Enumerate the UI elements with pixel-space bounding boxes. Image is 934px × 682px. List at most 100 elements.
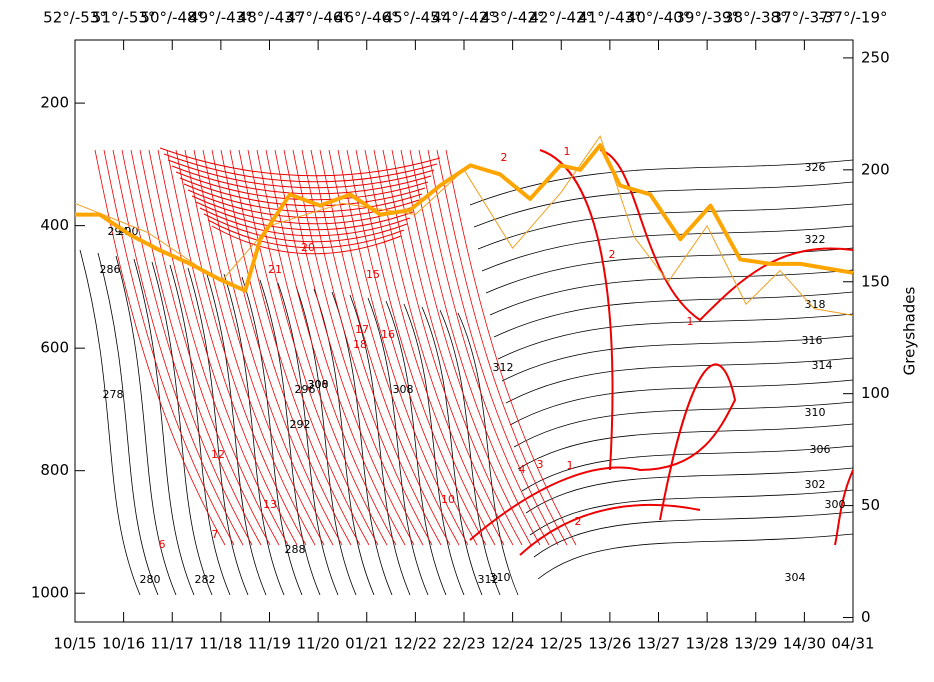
contour-label: 280 [140, 573, 161, 586]
isotach [207, 219, 405, 249]
x-tick-label: 13/28 [686, 635, 729, 653]
contour-label: 6 [159, 538, 166, 551]
isotach [157, 149, 289, 546]
isentrope [241, 276, 303, 596]
isotach [94, 149, 226, 546]
isentrope [525, 467, 854, 514]
isentrope [509, 379, 854, 426]
isotach [292, 149, 424, 546]
top-label: 51°/-53° [92, 9, 156, 27]
x-tick-label: 22/23 [442, 635, 485, 653]
top-label: 42°/-42° [529, 9, 593, 27]
isentrope [533, 511, 854, 558]
x-tick-label: 13/27 [637, 635, 680, 653]
contour-label: 304 [785, 571, 806, 584]
isotach [469, 363, 737, 541]
x-tick-label: 04/31 [831, 635, 874, 653]
contour-label: 292 [290, 418, 311, 431]
contour-label: 17 [355, 323, 369, 336]
isentrope [521, 445, 854, 492]
isentrope [505, 357, 854, 404]
isotach [159, 147, 441, 177]
isentrope [517, 423, 854, 470]
x-tick-label: 11/19 [248, 635, 291, 653]
contour-label: 316 [802, 334, 823, 347]
isentrope [259, 279, 321, 596]
isentrope [133, 258, 195, 596]
contour-label: 310 [490, 571, 511, 584]
top-label: 38°/-38° [724, 9, 788, 27]
isotach [199, 207, 411, 237]
isentrope [79, 249, 141, 596]
isentrope [497, 313, 854, 360]
contour-label: 20 [301, 241, 315, 254]
isotach [193, 149, 325, 546]
top-label: 44°/-42° [432, 9, 496, 27]
isentrope [493, 291, 854, 338]
contour-label: 4 [519, 463, 526, 476]
isentrope [151, 261, 213, 596]
isentrope [501, 335, 854, 382]
isotach [247, 149, 379, 546]
isentrope [529, 489, 854, 536]
contour-label: 308 [393, 383, 414, 396]
top-label: 48°/-43° [238, 9, 302, 27]
isotach [599, 149, 854, 322]
contour-label: 326 [805, 161, 826, 174]
thin-line [74, 135, 854, 316]
contour-label: 18 [353, 338, 367, 351]
contour-label: 2 [501, 151, 508, 164]
isentrope [205, 270, 267, 596]
y2-tick-label: 100 [861, 384, 890, 402]
contour-label: 7 [212, 528, 219, 541]
contour-label: 312 [478, 573, 499, 586]
isotach [283, 149, 415, 546]
isentrope [421, 306, 483, 596]
x-tick-label: 01/21 [345, 635, 388, 653]
contour-label: 308 [308, 378, 329, 391]
isotach [121, 149, 253, 546]
contour-label: 1 [687, 315, 694, 328]
y-tick-label: 600 [40, 339, 69, 357]
isotach [112, 149, 244, 546]
contour-label: 302 [805, 478, 826, 491]
isentrope [513, 401, 854, 448]
isotach [139, 149, 271, 546]
isotach [166, 149, 298, 546]
isotach [184, 149, 316, 546]
isotach [418, 149, 550, 546]
isentrope [477, 203, 854, 250]
top-label: 50°/-48° [140, 9, 204, 27]
y-tick-label: 200 [40, 94, 69, 112]
isotach [163, 153, 438, 183]
isotach [202, 149, 334, 546]
contour-label: 1 [567, 459, 574, 472]
isotach [211, 225, 402, 255]
contour-label: 1 [564, 145, 571, 158]
isotach [103, 149, 235, 546]
top-label: 52°/-53° [43, 9, 107, 27]
x-tick-label: 12/25 [540, 635, 583, 653]
top-label: 39°/-39° [675, 9, 739, 27]
isentrope [367, 297, 429, 596]
y-tick-label: 1000 [31, 584, 69, 602]
contour-label: 306 [810, 443, 831, 456]
isentrope [489, 269, 854, 316]
y2-axis-label: Greyshades [901, 286, 919, 375]
isotach [203, 213, 408, 243]
contour-label: 278 [103, 388, 124, 401]
isentrope [473, 181, 854, 228]
isotach [195, 201, 414, 231]
y2-tick-label: 150 [861, 272, 890, 290]
contour-label: 2 [575, 515, 582, 528]
isentrope [187, 267, 249, 596]
isentrope [457, 312, 519, 596]
contour-label: 322 [805, 233, 826, 246]
contour-label: 16 [381, 328, 395, 341]
top-label: 40°/-40° [627, 9, 691, 27]
isentrope [385, 300, 447, 596]
y-tick-label: 400 [40, 216, 69, 234]
top-label: 47°/-46° [286, 9, 350, 27]
isotach [445, 149, 577, 546]
top-label: -37°/-19° [818, 9, 887, 27]
